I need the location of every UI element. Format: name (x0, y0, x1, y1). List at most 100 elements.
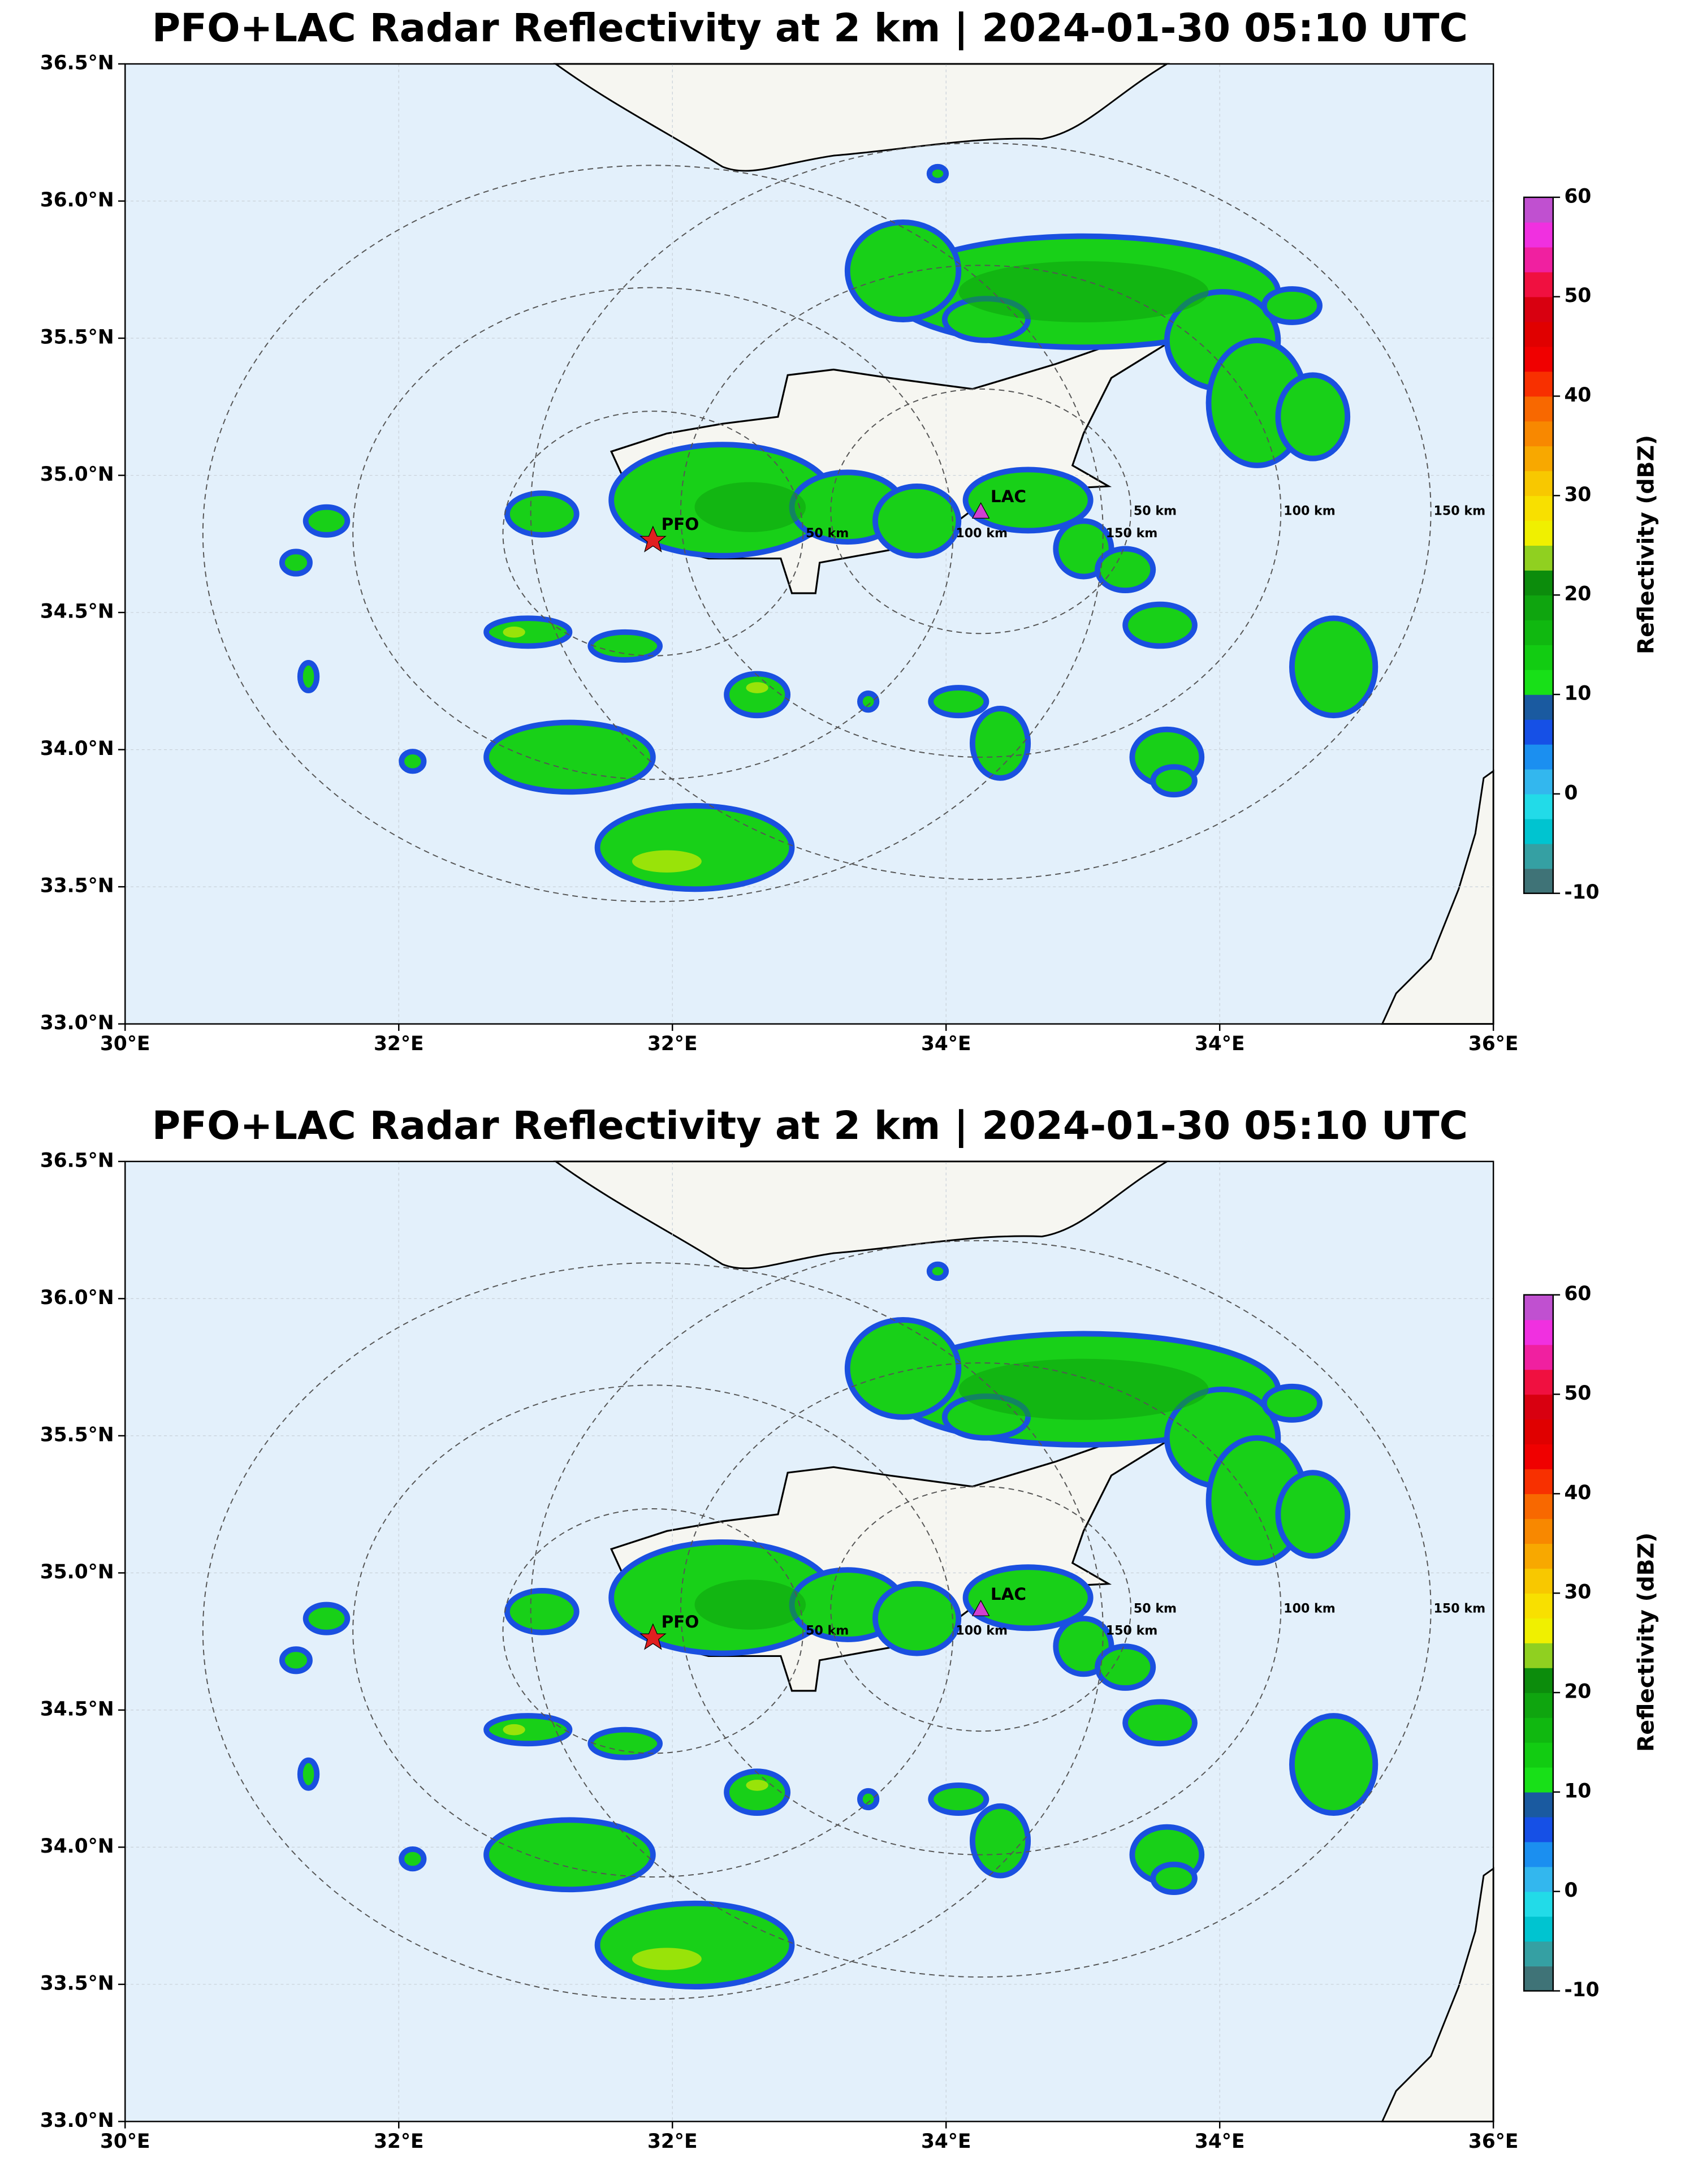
radar-echo (1150, 764, 1198, 798)
range-ring-label: 50 km (806, 1624, 849, 1638)
colorbar-segment (1524, 793, 1553, 819)
range-ring-label: 50 km (806, 526, 849, 541)
range-ring-label: 150 km (1106, 1624, 1158, 1638)
colorbar-segment (1524, 694, 1553, 720)
colorbar-segment (1524, 1742, 1553, 1768)
colorbar-tick-label: 10 (1564, 1780, 1591, 1802)
radar-echo (594, 1900, 795, 1990)
colorbar-segment (1524, 421, 1553, 447)
colorbar-segment (1524, 1394, 1553, 1420)
colorbar-segment (1524, 446, 1553, 472)
y-tick-label: 33.0°N (40, 1012, 114, 1034)
x-tick-label: 36°E (1468, 1033, 1519, 1055)
colorbar-segment (1524, 545, 1553, 571)
station-label: PFO (662, 515, 699, 534)
y-tick-label: 33.5°N (40, 875, 114, 897)
station-label: LAC (991, 487, 1026, 506)
colorbar-segment (1524, 471, 1553, 497)
radar-echo (297, 659, 320, 693)
y-tick-label: 35.0°N (40, 463, 114, 486)
radar-echo (297, 1757, 320, 1791)
colorbar-segment (1524, 1668, 1553, 1693)
station-marker (971, 1599, 990, 1616)
colorbar-segment (1524, 868, 1553, 894)
colorbar-segment (1524, 1643, 1553, 1668)
station-marker (639, 525, 667, 553)
radar-echo (926, 1261, 949, 1281)
colorbar-segment (1524, 1543, 1553, 1569)
radar-echo (1289, 615, 1378, 719)
y-tick-label: 34.5°N (40, 1698, 114, 1720)
range-ring-label: 150 km (1434, 504, 1486, 519)
range-ring (530, 143, 1432, 880)
colorbar-tick-label: 40 (1564, 1482, 1591, 1504)
land-north (553, 1160, 1170, 1270)
colorbar-segment (1524, 1966, 1553, 1992)
colorbar-segment (1524, 296, 1553, 322)
colorbar-frame (1523, 196, 1554, 894)
radar-echo (594, 802, 795, 892)
colorbar-segment (1524, 769, 1553, 795)
colorbar-tick-label: 0 (1564, 1879, 1578, 1902)
radar-echo (844, 219, 962, 322)
colorbar-segment (1524, 1469, 1553, 1495)
x-tick-label: 32°E (374, 2130, 424, 2153)
colorbar-segment (1524, 197, 1553, 223)
radar-echo (1275, 1470, 1351, 1559)
range-ring-label: 100 km (1284, 504, 1336, 519)
colorbar-segment (1524, 495, 1553, 521)
colorbar-segment (1524, 1767, 1553, 1793)
colorbar-segment (1524, 1344, 1553, 1370)
radar-echo (872, 1581, 962, 1656)
range-ring-label: 100 km (956, 1624, 1008, 1638)
colorbar-tick-label: 60 (1564, 185, 1591, 208)
radar-echo (279, 549, 313, 577)
range-ring (680, 265, 1282, 758)
y-tick-label: 34.5°N (40, 601, 114, 623)
x-tick-label: 30°E (100, 1033, 150, 1055)
colorbar-segment (1524, 1319, 1553, 1345)
range-ring (830, 1486, 1131, 1732)
panel: PFO+LAC Radar Reflectivity at 2 km | 202… (40, 6, 1660, 1055)
colorbar-segment (1524, 1593, 1553, 1618)
y-tick-label: 33.5°N (40, 1972, 114, 1995)
radar-core (958, 1358, 1209, 1420)
panel: PFO+LAC Radar Reflectivity at 2 km | 202… (40, 1103, 1660, 2153)
radar-echo (303, 504, 351, 538)
radar-echo (483, 1817, 656, 1893)
radar-echo (483, 719, 656, 795)
radar-echo (1095, 1643, 1156, 1691)
radar-core (746, 1780, 768, 1791)
map-frame (124, 63, 1494, 1025)
range-ring-label: 100 km (1284, 1601, 1336, 1616)
x-tick-label: 34°E (921, 2130, 971, 2153)
range-ring-label: 150 km (1434, 1601, 1486, 1616)
y-tick-label: 36.5°N (40, 1149, 114, 1172)
range-ring (352, 287, 954, 780)
colorbar-label: Reflectivity (dBZ) (1634, 1533, 1659, 1752)
colorbar-segment (1524, 620, 1553, 645)
range-ring (202, 1262, 1104, 2000)
map-frame (124, 1160, 1494, 2122)
x-tick-label: 34°E (1195, 1033, 1245, 1055)
colorbar-segment (1524, 1816, 1553, 1842)
radar-echo (279, 1646, 313, 1674)
colorbar-segment (1524, 1419, 1553, 1445)
chart-title: PFO+LAC Radar Reflectivity at 2 km | 202… (152, 6, 1468, 51)
colorbar-segment (1524, 843, 1553, 869)
radar-echo (399, 749, 427, 774)
range-ring (530, 1240, 1432, 1978)
radar-echo (926, 163, 949, 184)
radar-echo (399, 1846, 427, 1872)
radar-echo (1261, 1383, 1323, 1423)
range-ring (502, 411, 804, 657)
colorbar-segment (1524, 1916, 1553, 1942)
colorbar-segment (1524, 1294, 1553, 1320)
colorbar-segment (1524, 222, 1553, 248)
colorbar-tick-label: 40 (1564, 384, 1591, 407)
colorbar-tick-label: 50 (1564, 1382, 1591, 1405)
colorbar-tick-label: 0 (1564, 782, 1578, 804)
colorbar-segment (1524, 520, 1553, 546)
radar-core (958, 261, 1209, 322)
colorbar-segment (1524, 1444, 1553, 1470)
